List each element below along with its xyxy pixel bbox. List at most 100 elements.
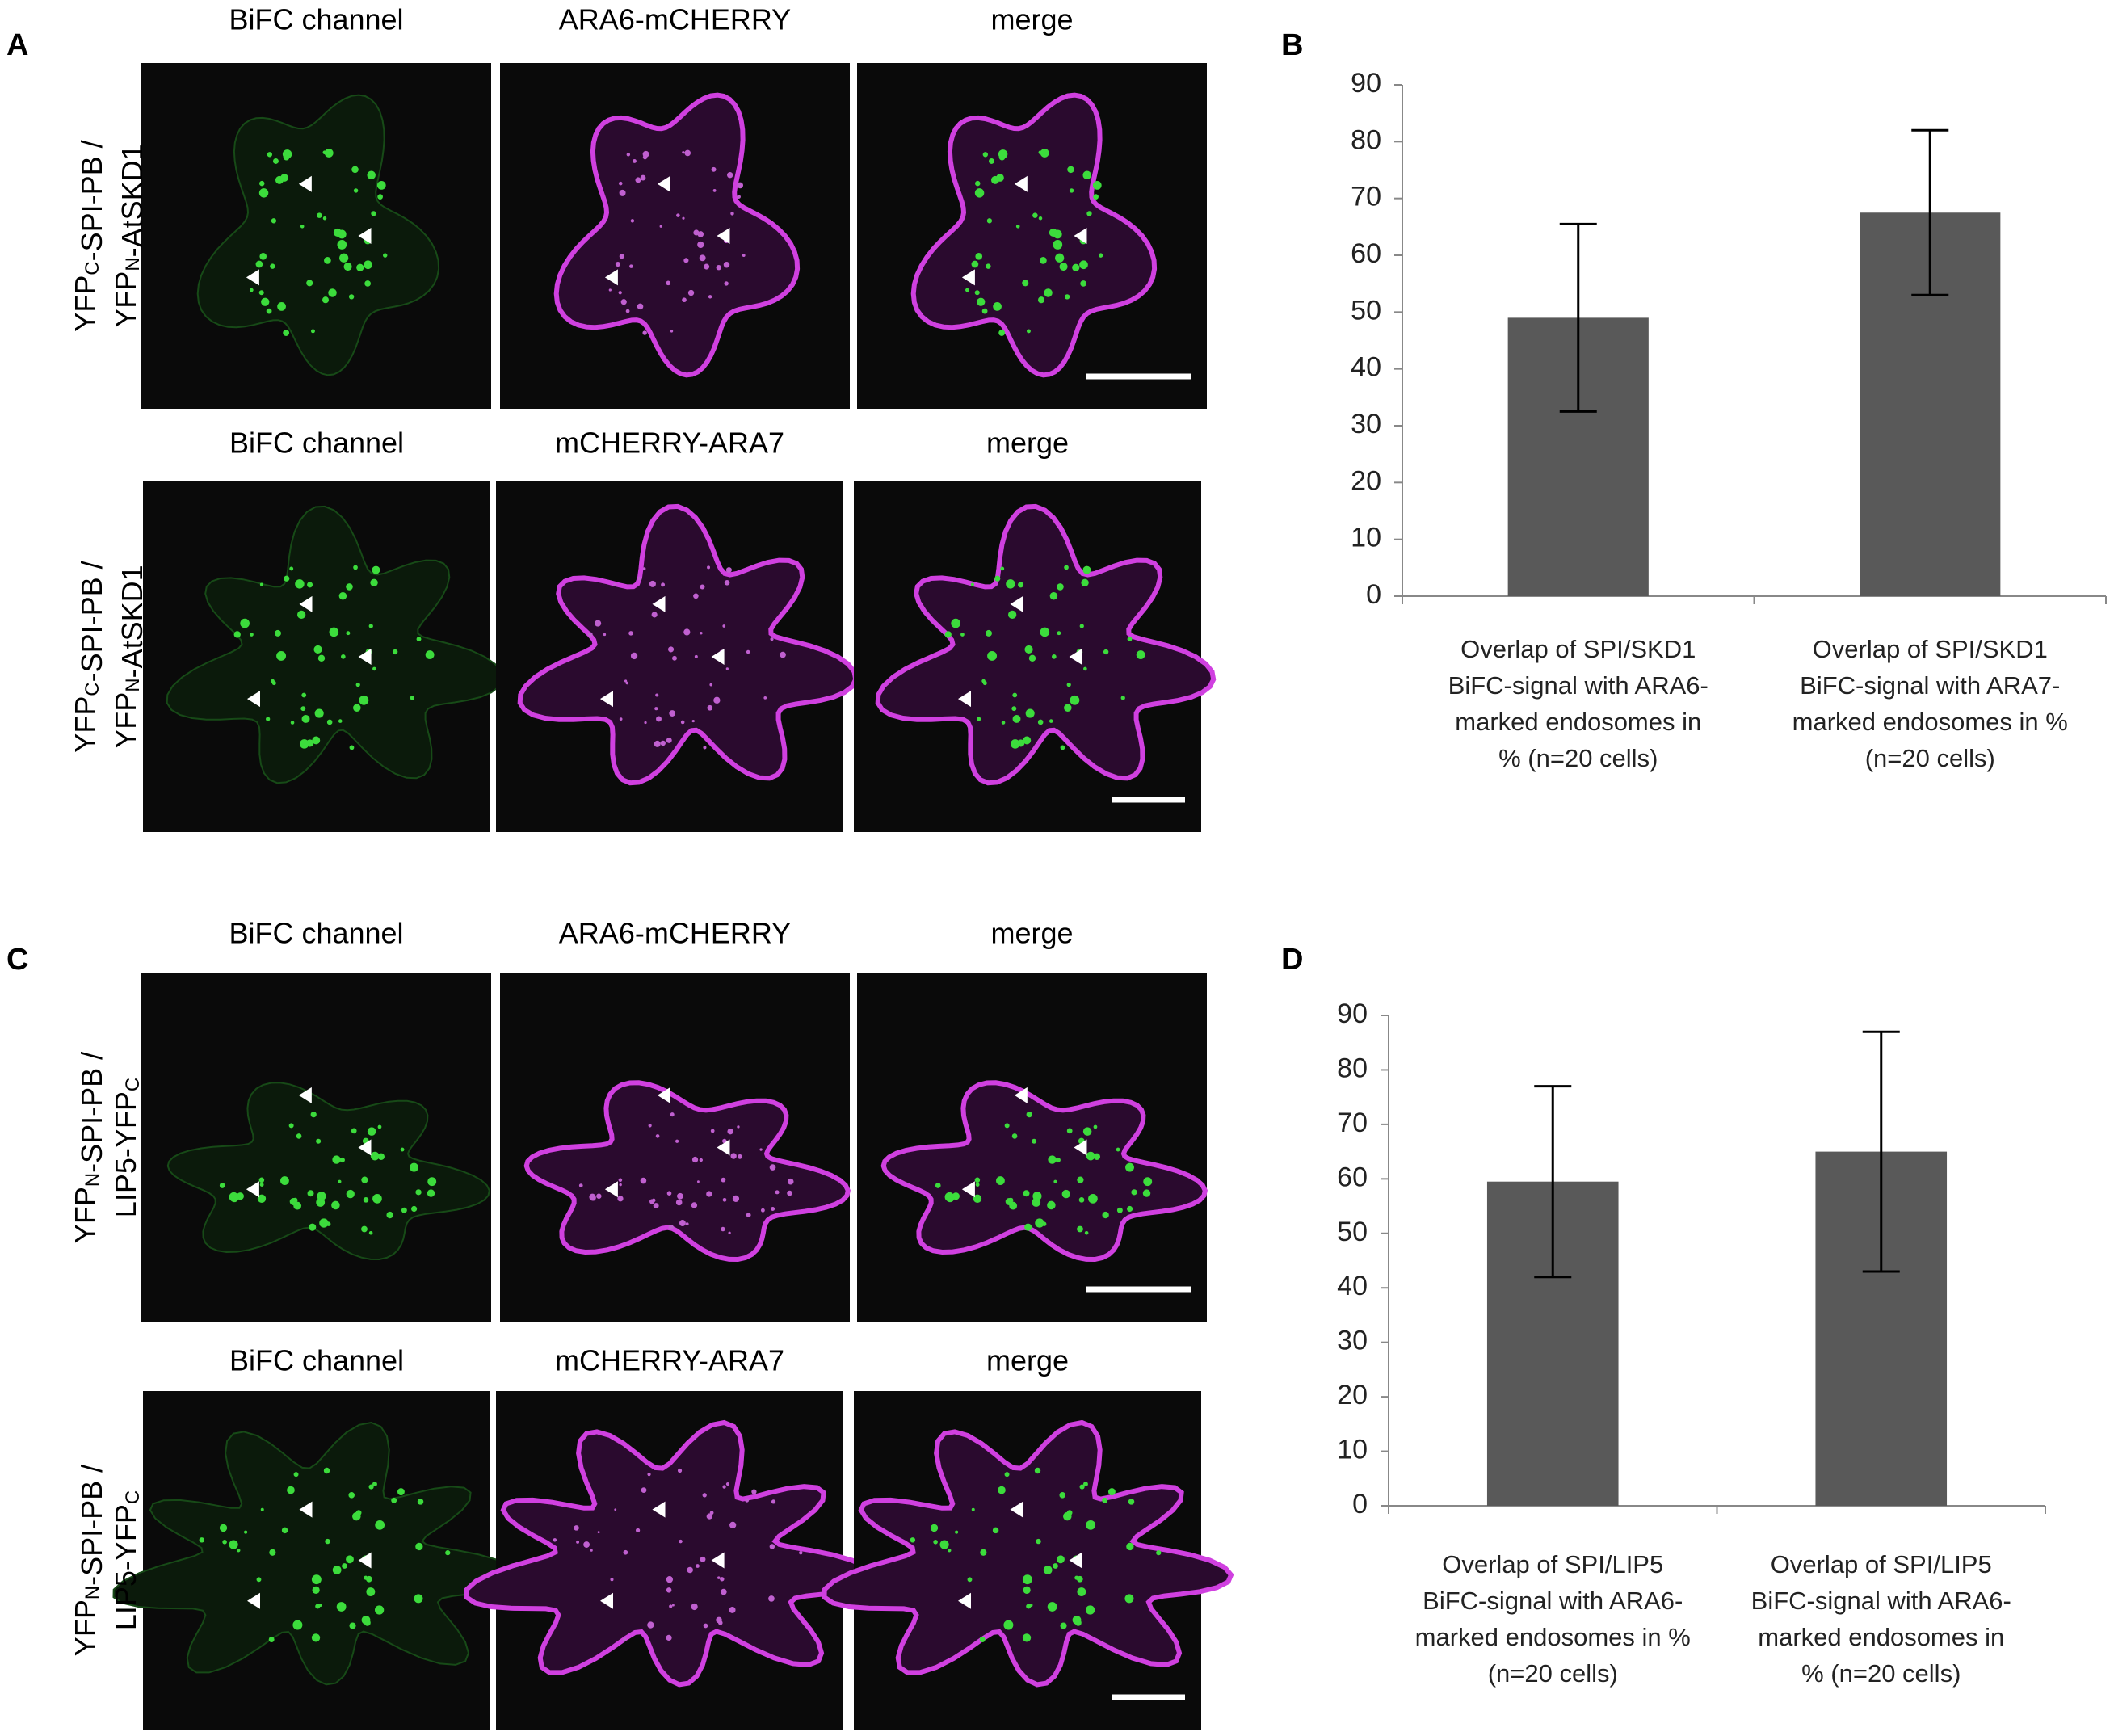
vesicle	[414, 1594, 423, 1604]
vesicle	[1023, 1190, 1030, 1197]
y-tick-label: 50	[1351, 295, 1381, 326]
vesicle	[1143, 1177, 1153, 1187]
vesicle	[1066, 683, 1071, 687]
vesicle	[259, 582, 263, 586]
cell-outline	[880, 1080, 1208, 1263]
vesicle	[780, 651, 786, 658]
vesicle	[700, 584, 705, 590]
row-label-text: YFP	[69, 1187, 102, 1243]
y-tick-label: 90	[1351, 68, 1381, 99]
vesicle	[763, 696, 767, 700]
vesicle	[683, 258, 689, 263]
vesicle	[1057, 1555, 1065, 1564]
vesicle	[677, 1192, 683, 1200]
column-header: merge	[990, 917, 1073, 950]
vesicle	[980, 1549, 987, 1556]
vesicle	[703, 1623, 708, 1629]
arrowhead	[958, 691, 971, 708]
vesicle	[276, 651, 287, 661]
vesicle	[691, 1202, 698, 1208]
vesicle	[324, 256, 331, 264]
vesicle	[759, 1148, 763, 1151]
column-header: merge	[990, 3, 1073, 36]
x-tick-label: marked endosomes in %	[1792, 708, 2068, 736]
vesicle	[624, 679, 628, 683]
vesicle	[372, 666, 376, 671]
arrowhead	[358, 649, 372, 665]
vesicle	[1099, 253, 1103, 258]
vesicle	[364, 1619, 371, 1626]
row-label: YFPC-SPI-PB /	[69, 561, 108, 752]
vesicle	[977, 717, 981, 721]
vesicle	[1082, 565, 1091, 574]
vesicle	[1025, 708, 1035, 718]
arrowhead	[958, 1592, 971, 1609]
vesicle	[290, 721, 295, 725]
y-tick-label: 10	[1351, 523, 1381, 553]
vesicle	[1022, 1574, 1032, 1585]
vesicle	[355, 683, 360, 687]
row-label-text: YFP	[109, 692, 142, 749]
vesicle	[988, 158, 994, 164]
vesicle	[1063, 1511, 1072, 1521]
vesicle	[1064, 294, 1070, 300]
vesicle	[316, 1138, 322, 1144]
vesicle	[587, 632, 593, 637]
vesicle	[346, 1555, 354, 1564]
vesicle	[700, 631, 703, 635]
y-tick-label: 20	[1337, 1380, 1368, 1410]
vesicle	[760, 1208, 765, 1213]
vesicle	[1047, 1200, 1056, 1210]
vesicle	[721, 1588, 727, 1595]
row-label-subscript: N	[122, 257, 144, 271]
vesicle	[679, 1539, 683, 1544]
column-header: merge	[986, 1344, 1069, 1377]
y-tick-label: 70	[1337, 1108, 1368, 1138]
vesicle	[619, 717, 623, 721]
vesicle	[613, 583, 616, 586]
vesicle	[1049, 592, 1058, 600]
vesicle	[707, 704, 713, 711]
vesicle	[746, 649, 750, 654]
vesicle	[727, 1128, 733, 1135]
vesicle	[1086, 1151, 1095, 1161]
vesicle	[260, 1507, 264, 1511]
vesicle	[1116, 1147, 1120, 1152]
vesicle	[356, 263, 364, 271]
vesicle	[1060, 1622, 1067, 1629]
vesicle	[1077, 1225, 1083, 1233]
vesicle	[1055, 1157, 1061, 1163]
vesicle	[944, 1192, 955, 1202]
arrowhead	[600, 1592, 613, 1609]
vesicle	[340, 654, 346, 659]
row-label: YFPC-SPI-PB /	[69, 140, 108, 331]
vesicle	[1074, 1619, 1082, 1626]
vesicle	[317, 212, 322, 218]
vesicle	[1040, 148, 1049, 158]
x-tick-label: (n=20 cells)	[1865, 744, 1995, 772]
vesicle	[693, 229, 700, 236]
vesicle	[332, 1566, 342, 1574]
vesicle	[576, 1540, 580, 1544]
vesicle	[994, 575, 1001, 582]
vesicle	[1032, 1138, 1037, 1144]
vesicle	[313, 645, 322, 654]
vesicle	[675, 1139, 679, 1143]
vesicle	[361, 1176, 368, 1183]
vesicle	[910, 1537, 916, 1543]
vesicle	[1082, 1127, 1092, 1136]
vesicle	[668, 646, 675, 653]
vesicle	[1015, 224, 1020, 229]
vesicle	[1124, 1594, 1134, 1604]
vesicle	[1092, 181, 1102, 190]
arrowhead	[358, 228, 372, 244]
vesicle	[669, 1604, 673, 1608]
vesicle	[635, 1528, 641, 1533]
cell-outline	[822, 1419, 1234, 1688]
vesicle	[326, 719, 333, 725]
vesicle	[974, 290, 980, 296]
vesicle	[730, 212, 734, 216]
vesicle	[608, 288, 612, 292]
vesicle	[199, 1537, 205, 1543]
